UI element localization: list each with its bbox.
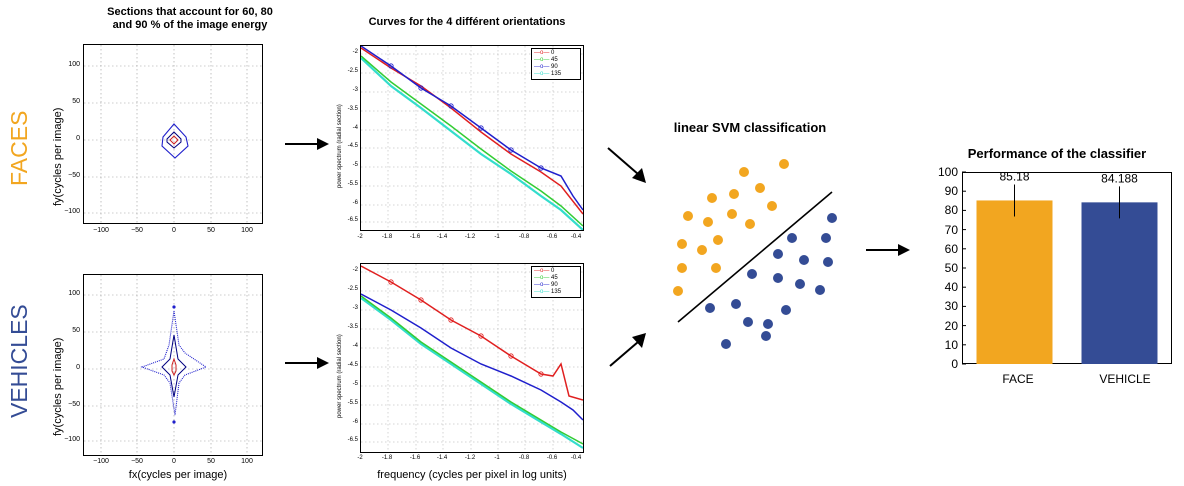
spectra-ylabel-bottom: fy(cycles per image)	[52, 337, 64, 436]
legend-item: —o— 45	[534, 275, 558, 281]
vehicles-contour-80	[161, 334, 187, 398]
bar-chart-ytick: 80	[944, 203, 958, 218]
vehicles-ytick: 100	[68, 290, 80, 297]
chart-title: Performance of the classifier	[967, 146, 1147, 161]
row-label-faces: FACES	[6, 110, 32, 186]
curve-faces-green	[361, 55, 583, 227]
bar-value-label: 85.18	[999, 169, 1029, 183]
arrow-faces-to-curves	[285, 138, 329, 150]
curve-vehicles-green	[361, 295, 583, 445]
vehicles-curves-legend: —o— 0 —o— 45 —o— 90 —o— 135	[531, 266, 581, 298]
vehicles-spectrum-plot	[84, 275, 262, 455]
vehicles-curves-plot	[361, 264, 583, 452]
spectra-xlabel: fx(cycles per image)	[128, 469, 228, 481]
vehicles-contour-90	[140, 310, 208, 416]
legend-item: —o— 45	[534, 57, 558, 63]
bar-chart-ytick: 50	[944, 261, 958, 275]
spectra-title: Sections that account for 60, 80 and 90 …	[60, 6, 320, 32]
vehicles-xtick: 50	[207, 458, 215, 465]
bar-chart-svg: 85.18 84.188	[962, 169, 1158, 365]
faces-contour-90	[161, 123, 189, 159]
faces-xtick: −50	[131, 227, 143, 234]
vehicles-xtick: 0	[172, 458, 176, 465]
bar-chart-yticks: 100 90 80 70 60 50 40 30 20 10 0	[930, 165, 958, 371]
bar-chart-ytick: 100	[937, 165, 958, 179]
curves-xlabel: frequency (cycles per pixel in log units…	[377, 469, 567, 481]
arrow-svm-to-performance	[866, 244, 910, 256]
vehicles-xtick: −50	[131, 458, 143, 465]
vehicles-ytick: −100	[64, 436, 80, 443]
faces-contour-80	[166, 131, 182, 149]
vehicles-ytick: 50	[72, 327, 80, 334]
bar-chart-ytick: 90	[944, 184, 958, 199]
faces-xtick: 50	[207, 227, 215, 234]
bar-chart-ytick: 70	[944, 222, 958, 237]
curve-vehicles-cyan	[361, 297, 583, 449]
bar-value-label: 84.188	[1101, 171, 1138, 185]
vehicles-xtick: −100	[93, 458, 109, 465]
faces-ytick: 100	[68, 61, 80, 68]
bar-chart-ytick: 10	[944, 337, 958, 352]
faces-spectrum-panel	[83, 44, 263, 224]
curve-vehicles-blue	[361, 293, 583, 421]
legend-item: —o— 0	[534, 50, 555, 56]
vehicles-spectrum-panel	[83, 274, 263, 456]
bar-vehicle	[1081, 202, 1158, 364]
faces-xtick: 0	[172, 227, 176, 234]
faces-curves-panel: —o— 0 —o— 45 —o— 90 —o— 135	[360, 45, 584, 231]
curve-faces-blue	[361, 46, 583, 211]
svm-decision-boundary	[677, 191, 833, 323]
row-label-vehicles: VEHICLES	[6, 304, 32, 418]
bar-chart-ytick: 20	[944, 318, 958, 333]
faces-xtick: −100	[93, 227, 109, 234]
vehicle-points	[705, 213, 837, 349]
svm-title: linear SVM classification	[673, 120, 827, 135]
bar-face	[976, 200, 1053, 364]
bar-chart-ytick: 40	[944, 280, 958, 295]
bar-label-vehicle: VEHICLE	[1099, 372, 1151, 386]
bar-chart-ytick: 60	[944, 241, 958, 256]
spectra-ylabel-top: fy(cycles per image)	[52, 107, 64, 206]
vehicles-curves-panel: —o— 0 —o— 45 —o— 90 —o— 135	[360, 263, 584, 453]
spectra-title-line2: and 90 % of the image energy	[112, 19, 268, 31]
vehicles-ytick: −50	[68, 401, 80, 408]
legend-item: —o— 0	[534, 268, 555, 274]
faces-ytick: −100	[64, 208, 80, 215]
faces-contour-60	[169, 135, 179, 145]
bar-chart-ytick: 0	[951, 357, 958, 371]
faces-curves-yticks: -2 -2.5 -3 -3.5 -4 -4.5 -5 -5.5 -6 -6.5	[347, 49, 358, 223]
faces-spectrum-plot	[84, 45, 262, 223]
legend-item: —o— 135	[534, 289, 562, 295]
legend-item: —o— 135	[534, 71, 562, 77]
faces-curves-xticks: -2 -1.8 -1.6 -1.4 -1.2 -1 -0.8 -0.6 -0.4	[357, 234, 582, 240]
faces-ytick: 50	[72, 98, 80, 105]
faces-curves-legend: —o— 0 —o— 45 —o— 90 —o— 135	[531, 48, 581, 80]
curve-vehicles-red	[361, 265, 583, 401]
vehicles-ytick: 0	[76, 364, 80, 371]
bar-chart-ytick: 30	[944, 299, 958, 314]
face-points	[673, 159, 789, 296]
bar-label-face: FACE	[1002, 372, 1034, 386]
arrow-vehicles-to-curves	[285, 357, 329, 369]
vehicles-curves-xticks: -2 -1.8 -1.6 -1.4 -1.2 -1 -0.8 -0.6 -0.4	[357, 455, 582, 461]
curves-title: Curves for the 4 différent orientations	[368, 16, 566, 28]
svm-scatter	[673, 159, 837, 349]
faces-ytick: 0	[76, 135, 80, 142]
arrow-vehicles-curves-to-svm	[609, 333, 646, 367]
vehicles-contour-60	[171, 357, 177, 377]
spectra-title-line1: Sections that account for 60, 80	[107, 6, 273, 18]
arrow-faces-curves-to-svm	[607, 147, 646, 183]
curve-faces-cyan	[361, 57, 583, 230]
legend-item: —o— 90	[534, 64, 558, 70]
vehicles-curves-yticks: -2 -2.5 -3 -3.5 -4 -4.5 -5 -5.5 -6 -6.5	[347, 267, 358, 443]
vehicles-xtick: 100	[241, 458, 253, 465]
faces-xtick: 100	[241, 227, 253, 234]
faces-ytick: −50	[68, 172, 80, 179]
legend-item: —o— 90	[534, 282, 558, 288]
